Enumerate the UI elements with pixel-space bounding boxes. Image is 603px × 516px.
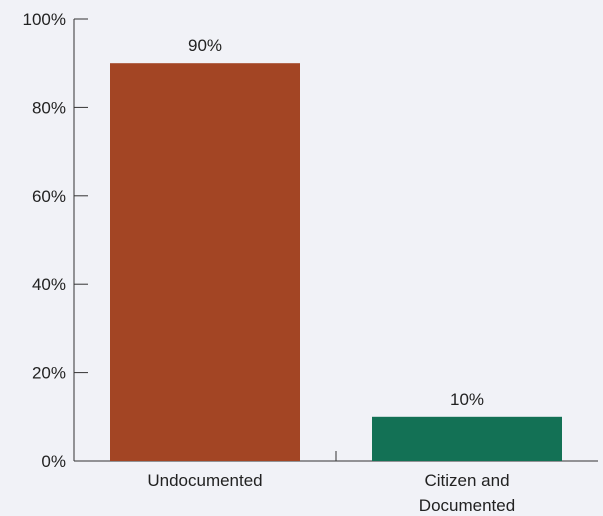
y-tick-label: 60% [32, 187, 66, 206]
bar-value-label: 90% [188, 36, 222, 55]
y-tick-label: 0% [41, 452, 66, 471]
x-tick-label: Undocumented [147, 471, 262, 490]
bar-value-label: 10% [450, 390, 484, 409]
y-axis: 0% 20% 40% 60% 80% 100% [23, 10, 88, 471]
y-tick-label: 100% [23, 10, 66, 29]
data-labels: 90% 10% [188, 36, 484, 409]
bar [372, 416, 562, 461]
y-tick-label: 40% [32, 275, 66, 294]
x-tick-label-line: Documented [419, 496, 515, 515]
x-tick-label: Citizen and Documented [419, 471, 515, 515]
bar [110, 63, 300, 461]
x-tick-label-line: Citizen and [424, 471, 509, 490]
bars [110, 63, 562, 461]
x-tick-label-line: Undocumented [147, 471, 262, 490]
y-tick-label: 80% [32, 98, 66, 117]
y-tick-label: 20% [32, 364, 66, 383]
x-axis: Undocumented Citizen and Documented [74, 451, 598, 515]
